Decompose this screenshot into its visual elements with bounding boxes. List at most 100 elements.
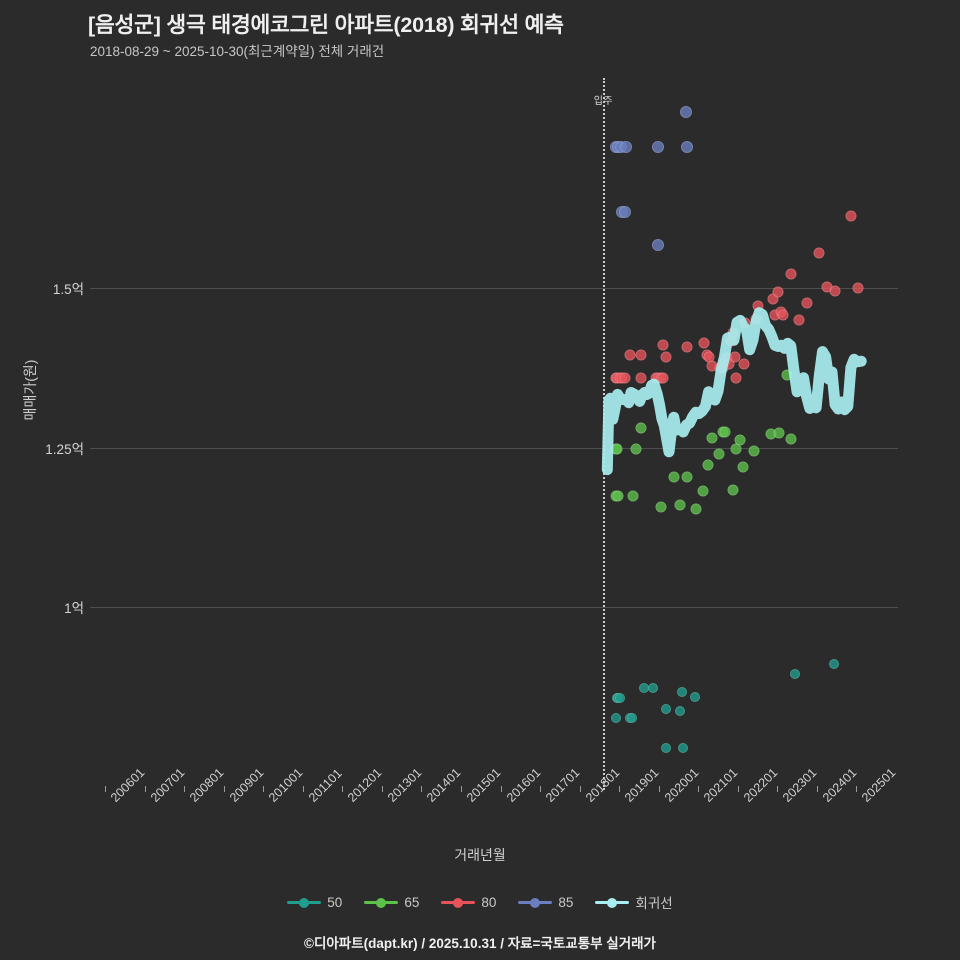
y-axis-label: 매매가(원) [22,359,38,421]
scatter-point-65 [635,422,647,434]
scatter-point-85 [620,140,633,153]
legend-item-80[interactable]: 80 [441,895,496,910]
scatter-point-80 [681,341,693,353]
y-axis-tick-label: 1.5억 [52,282,84,298]
scatter-point-65 [611,443,623,455]
scatter-point-65 [719,426,731,438]
x-axis-tick-label: 200701 [147,765,187,805]
x-axis-tick-label: 201701 [543,765,583,805]
x-axis-tick-mark [816,786,818,792]
scatter-point-80 [772,286,784,298]
legend-swatch-icon [441,896,476,908]
y-axis-tick-label: 1억 [64,601,84,617]
x-axis-tick-mark [579,786,581,792]
scatter-point-85 [618,205,631,218]
x-axis-tick-label: 202001 [661,765,702,805]
scatter-point-85 [679,106,692,119]
x-axis-tick-mark [500,786,502,792]
scatter-point-65 [727,484,739,496]
x-axis-tick-label: 201901 [622,765,662,805]
legend-swatch-icon [287,896,322,908]
x-axis-tick-mark [144,786,146,792]
scatter-point-85 [651,239,664,252]
x-axis-tick-mark [223,786,225,792]
x-axis-label: 거래년월 [454,847,506,863]
x-axis-tick-label: 201101 [305,766,345,805]
legend-item-회귀선[interactable]: 회귀선 [595,892,673,912]
scatter-point-85 [681,140,694,153]
scatter-point-65 [681,471,693,483]
x-axis-tick-mark [263,786,265,792]
x-axis-tick-label: 201001 [266,765,306,805]
x-axis-tick-label: 200901 [226,765,267,805]
legend-swatch-icon [595,896,630,908]
scatter-point-50 [627,713,638,724]
scatter-point-65 [773,427,785,439]
legend-item-85[interactable]: 85 [518,895,573,910]
scatter-point-50 [678,742,689,753]
x-axis-tick-mark [658,786,660,792]
scatter-point-80 [657,372,669,384]
scatter-point-80 [750,313,762,325]
scatter-point-80 [660,351,672,363]
x-axis-tick-label: 201301 [384,765,425,805]
legend-label: 85 [558,894,574,910]
x-axis-tick-mark [856,786,858,792]
x-axis-tick-label: 202101 [701,765,741,805]
gridline [90,288,898,290]
scatter-point-80 [813,247,825,259]
x-axis-tick-label: 200801 [187,765,227,805]
scatter-point-65 [697,485,709,497]
legend-item-65[interactable]: 65 [364,895,419,910]
scatter-point-65 [627,490,639,502]
legend-item-50[interactable]: 50 [287,895,342,910]
scatter-point-80 [777,309,789,321]
legend-label: 회귀선 [635,896,673,911]
scatter-point-80 [657,339,669,351]
chart-legend: 50 65 80 85 회귀선 [0,892,960,912]
scatter-point-80 [852,282,864,294]
x-axis-tick-label: 202401 [819,765,860,805]
scatter-point-65 [690,503,702,515]
legend-label: 50 [327,894,343,910]
legend-label: 80 [481,894,497,910]
scatter-point-65 [655,501,667,513]
x-axis-tick-mark [342,786,344,792]
scatter-point-50 [676,687,687,698]
scatter-point-80 [785,268,797,280]
page-title: [음성군] 생극 태경에코그린 아파트(2018) 회귀선 예측 [88,13,564,37]
footer-credit: ©디아파트(dapt.kr) / 2025.10.31 / 자료=국토교통부 실… [304,936,656,951]
legend-swatch-icon [364,896,399,908]
move-in-annotation-label: 입주 [593,96,614,107]
scatter-point-65 [702,459,714,471]
scatter-point-65 [668,471,680,483]
x-axis-tick-mark [184,786,186,792]
scatter-point-65 [612,490,624,502]
scatter-point-80 [801,297,813,309]
scatter-point-50 [690,691,701,702]
scatter-point-65 [706,432,718,444]
x-axis-tick-mark [421,786,423,792]
x-axis-tick-label: 200601 [108,765,148,805]
scatter-point-50 [660,742,671,753]
scatter-point-80 [727,327,739,339]
scatter-point-65 [713,448,725,460]
scatter-point-50 [611,713,621,724]
scatter-point-80 [624,349,636,361]
scatter-point-50 [660,704,671,715]
x-axis-tick-label: 202301 [780,765,820,805]
scatter-point-65 [674,499,686,511]
scatter-point-80 [739,317,751,329]
x-axis-tick-mark [737,786,739,792]
scatter-point-50 [790,669,801,680]
scatter-point-80 [635,349,647,361]
x-axis-tick-mark [302,786,304,792]
legend-label: 65 [404,894,420,910]
x-axis-tick-mark [619,786,621,792]
x-axis-tick-label: 201601 [503,765,543,805]
x-axis-tick-mark [460,786,462,792]
scatter-point-80 [793,314,805,326]
x-axis-tick-mark [540,786,542,792]
